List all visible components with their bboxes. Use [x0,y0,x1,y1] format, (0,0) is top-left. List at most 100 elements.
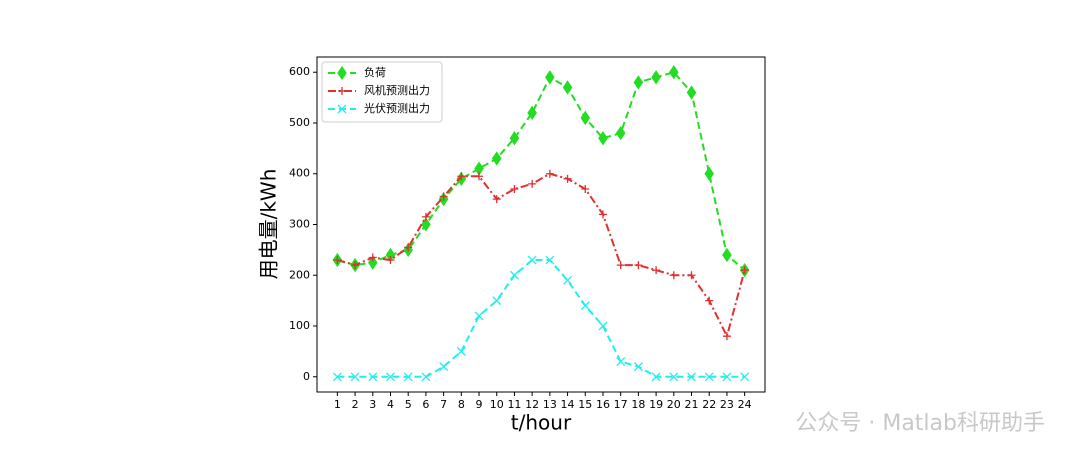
marker [545,255,555,265]
x-tick-label: 18 [631,398,645,411]
marker [510,184,519,193]
marker [581,184,590,193]
marker [527,105,537,121]
x-tick-label: 9 [476,398,483,411]
legend-marker [337,104,347,114]
marker [722,332,731,341]
marker [669,65,679,80]
marker [580,110,591,126]
marker [368,372,378,382]
legend-label: 风机预测出力 [364,83,430,97]
watermark: 公众号 · Matlab科研助手 [795,411,1045,436]
x-tick-label: 21 [685,398,699,411]
marker [509,131,520,146]
legend-label: 光伏预测出力 [364,101,430,115]
legend-marker [338,87,346,95]
marker [545,169,554,178]
x-tick-label: 20 [667,398,681,411]
marker [332,372,342,382]
marker [404,243,413,252]
marker [492,195,501,204]
x-axis-label: t/hour [511,411,572,435]
x-tick-label: 6 [422,398,429,411]
legend-marker [337,65,347,81]
y-tick-label: 400 [289,167,310,180]
x-tick-label: 3 [369,398,376,411]
x-tick-label: 8 [458,398,465,411]
marker [439,362,449,372]
legend-label: 负荷 [364,65,386,79]
marker [563,275,573,285]
series-line [337,259,745,378]
marker [722,247,732,263]
marker [598,321,608,331]
marker [598,131,608,146]
marker [687,372,696,382]
marker [722,372,732,382]
marker [421,212,430,221]
marker [527,255,537,265]
marker [580,301,590,311]
marker [528,179,537,188]
marker [367,255,378,270]
x-tick-label: 19 [649,398,663,411]
marker [740,266,749,275]
x-tick-label: 16 [596,398,610,411]
marker [421,372,431,382]
x-tick-label: 15 [578,398,592,411]
marker [386,256,395,265]
marker [545,70,555,85]
marker [403,372,413,382]
marker [491,151,502,166]
marker [509,270,519,280]
marker [652,266,661,275]
x-tick-label: 17 [614,398,628,411]
series-line [337,172,746,339]
y-tick-label: 0 [303,370,310,383]
marker [633,362,643,372]
marker [740,372,750,382]
marker [616,357,626,367]
marker [351,261,360,270]
marker [651,372,661,382]
marker [669,271,678,280]
marker [651,70,661,85]
x-tick-label: 5 [405,398,412,411]
marker [669,372,679,382]
y-tick-label: 100 [289,319,310,332]
x-tick-label: 7 [440,398,447,411]
x-tick-label: 24 [738,398,752,411]
marker [705,296,714,305]
legend-box [321,61,443,123]
marker [368,253,377,262]
plot-frame [316,56,766,393]
y-tick-label: 500 [289,116,310,129]
marker [686,85,697,100]
x-tick-label: 12 [525,398,539,411]
x-tick-label: 11 [507,398,521,411]
y-tick-label: 300 [289,218,310,231]
marker [704,372,714,382]
y-tick-label: 600 [289,65,310,78]
x-tick-label: 4 [387,398,394,411]
x-tick-label: 22 [702,398,716,411]
x-tick-label: 10 [490,398,504,411]
x-tick-label: 1 [334,398,341,411]
marker [386,372,395,382]
x-tick-label: 2 [352,398,359,411]
marker [456,346,466,356]
marker [562,80,573,95]
marker [704,166,715,181]
marker [492,296,502,306]
marker [457,172,466,181]
marker [439,192,448,201]
y-axis-label: 用电量/kWh [257,169,281,280]
x-tick-label: 23 [720,398,734,411]
marker [634,261,643,270]
x-tick-label: 13 [543,398,557,411]
marker [563,174,572,183]
x-tick-label: 14 [561,398,575,411]
marker [475,172,484,181]
marker [598,210,607,219]
